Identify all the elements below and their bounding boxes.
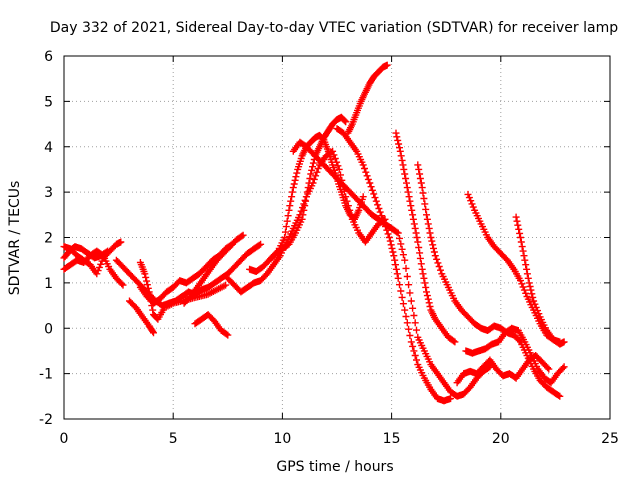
y-tick-label: 1 bbox=[44, 276, 53, 292]
y-tick-label: 4 bbox=[44, 140, 53, 156]
plus-markers bbox=[414, 161, 564, 400]
plus-markers bbox=[464, 190, 564, 346]
y-axis-label: SDTVAR / TECUs bbox=[7, 181, 23, 296]
series-pass-i bbox=[191, 311, 232, 339]
x-tick-label: 10 bbox=[273, 431, 291, 447]
y-tick-label: -1 bbox=[39, 367, 53, 383]
y-tick-label: 3 bbox=[44, 185, 53, 201]
plus-markers bbox=[344, 61, 391, 137]
series-pass-p bbox=[392, 129, 459, 346]
plus-markers bbox=[191, 311, 232, 339]
x-tick-label: 25 bbox=[601, 431, 619, 447]
x-tick-label: 20 bbox=[492, 431, 510, 447]
series-pass-u bbox=[453, 352, 553, 387]
series-pass-n bbox=[333, 125, 455, 405]
data-marks bbox=[60, 61, 568, 405]
x-tick-label: 5 bbox=[169, 431, 178, 447]
plus-markers bbox=[246, 113, 350, 275]
x-tick-label: 0 bbox=[60, 431, 69, 447]
y-tick-label: 0 bbox=[44, 321, 53, 337]
series-pass-h bbox=[180, 231, 247, 307]
series-pass-c bbox=[60, 243, 112, 262]
series-pass-g bbox=[126, 297, 157, 337]
grid-layer bbox=[64, 56, 610, 419]
series-pass-q bbox=[414, 161, 564, 400]
plus-markers bbox=[289, 138, 494, 400]
plus-markers bbox=[180, 231, 247, 307]
x-axis-label: GPS time / hours bbox=[276, 459, 393, 475]
plus-markers bbox=[60, 243, 112, 262]
series-pass-m bbox=[289, 138, 494, 400]
y-tick-label: 5 bbox=[44, 94, 53, 110]
x-tick-label: 15 bbox=[383, 431, 401, 447]
series-pass-r bbox=[464, 190, 564, 346]
series-pass-e bbox=[136, 259, 230, 323]
y-tick-label: 2 bbox=[44, 231, 53, 247]
y-tick-label: -2 bbox=[39, 412, 53, 428]
plus-markers bbox=[126, 297, 157, 337]
plus-markers bbox=[512, 213, 568, 348]
series-pass-l bbox=[268, 131, 367, 262]
plus-markers bbox=[333, 125, 455, 405]
plus-markers bbox=[136, 259, 230, 323]
y-tick-label: 6 bbox=[44, 49, 53, 65]
tick-layer: 0 5 10 15 20 25 -2 -1 0 1 2 3 4 5 6 bbox=[39, 49, 619, 447]
series-pass-o bbox=[344, 61, 391, 137]
plus-markers bbox=[392, 129, 459, 346]
plus-markers bbox=[268, 131, 367, 262]
plus-markers bbox=[453, 352, 553, 387]
chart-title: Day 332 of 2021, Sidereal Day-to-day VTE… bbox=[50, 20, 618, 36]
series-pass-k bbox=[246, 113, 350, 275]
series-pass-t bbox=[512, 213, 568, 348]
